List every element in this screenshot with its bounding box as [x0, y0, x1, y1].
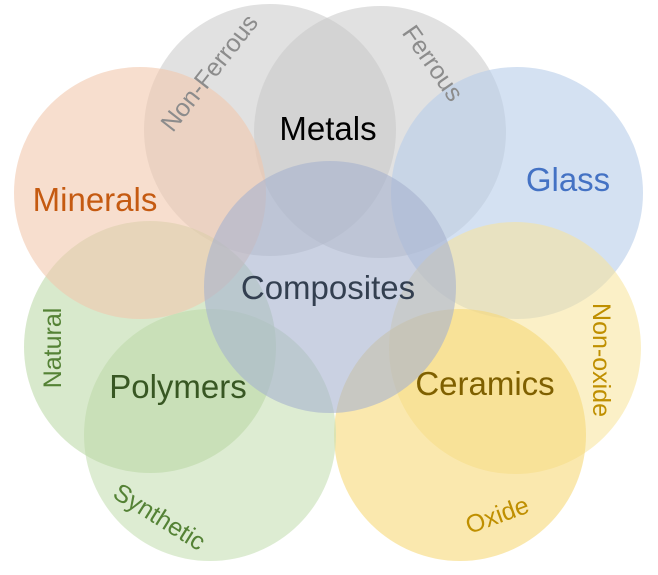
non-oxide-label: Non-oxide: [587, 303, 615, 417]
minerals-circle: [14, 67, 266, 319]
minerals-label: Minerals: [33, 181, 158, 218]
circle-group: [14, 4, 643, 561]
glass-label: Glass: [526, 161, 610, 198]
composites-circle: [204, 161, 456, 413]
polymers-label: Polymers: [109, 368, 247, 405]
ceramics-label: Ceramics: [415, 365, 554, 402]
metals-label: Metals: [279, 110, 376, 147]
natural-label: Natural: [39, 308, 67, 389]
composites-label: Composites: [241, 269, 415, 306]
